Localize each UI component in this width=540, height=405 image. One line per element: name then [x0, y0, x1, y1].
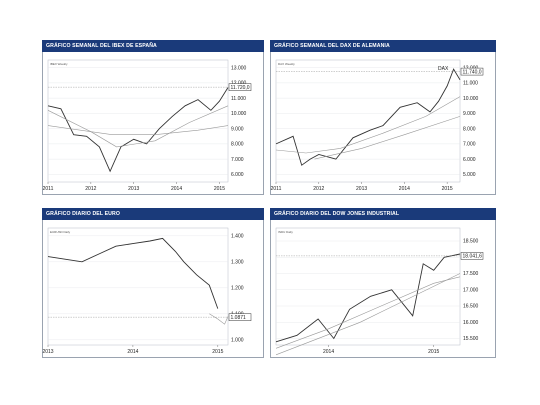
y-tick-label: 10.000: [231, 111, 247, 117]
panel-title: GRÁFICO DIARIO DEL EURO: [42, 208, 264, 220]
x-tick-label: 2013: [356, 186, 367, 192]
chart-area: [42, 52, 264, 195]
x-tick-label: 2015: [428, 349, 439, 355]
moving-average-line: [47, 105, 229, 148]
plot-frame: [275, 59, 461, 183]
plot-frame: [47, 227, 229, 346]
legend-label: INDU Daily: [278, 230, 293, 234]
y-tick-label: 11.000: [231, 96, 246, 102]
panel-title: GRÁFICO SEMANAL DEL IBEX DE ESPAÑA: [42, 40, 264, 52]
legend-label: IBEX Weekly: [50, 62, 68, 66]
panel-title: GRÁFICO DIARIO DEL DOW JONES INDUSTRIAL: [270, 208, 496, 220]
x-tick-label: 2011: [271, 186, 282, 192]
y-tick-label: 1.400: [231, 234, 244, 240]
y-tick-label: 18.500: [463, 239, 479, 245]
last-value-label: 1.0871: [231, 315, 247, 321]
moving-average-line: [275, 273, 461, 356]
legend-label: EURUSD Daily: [50, 230, 71, 234]
euro-panel: GRÁFICO DIARIO DEL EURO EURUSD Daily 1.40…: [42, 208, 264, 358]
y-tick-label: 7.000: [231, 157, 244, 163]
y-tick-label: 16.500: [463, 304, 479, 310]
price-series: [47, 237, 219, 309]
x-tick-label: 2012: [313, 186, 324, 192]
legend-label: DAX Weekly: [278, 62, 295, 66]
last-value-label: 11.720,0: [231, 85, 250, 91]
dax-chart: DAX Weekly12.00011.00010.0009.0008.0007.…: [271, 59, 484, 192]
plot-frame: [275, 227, 461, 346]
last-value-label: 11.740,0: [463, 69, 482, 75]
price-series: [275, 253, 461, 343]
last-value-box: [228, 83, 252, 91]
last-value-box: [460, 67, 484, 76]
y-tick-label: 17.000: [463, 287, 479, 293]
x-tick-label: 2011: [43, 186, 54, 192]
y-tick-label: 17.500: [463, 271, 479, 277]
dax-panel: GRÁFICO SEMANAL DEL DAX DE ALEMANIA DAX …: [270, 40, 496, 195]
x-tick-label: 2013: [128, 186, 139, 192]
dow-chart: INDU Daily18.50018.00017.50017.00016.500…: [275, 227, 484, 356]
panel-title: GRÁFICO SEMANAL DEL DAX DE ALEMANIA: [270, 40, 496, 52]
moving-average-line: [275, 96, 461, 154]
dow-panel: GRÁFICO DIARIO DEL DOW JONES INDUSTRIAL …: [270, 208, 496, 358]
x-tick-label: 2014: [127, 349, 138, 355]
panel-note: DAX: [438, 66, 449, 72]
x-tick-label: 2014: [399, 186, 410, 192]
moving-average-line: [209, 313, 229, 325]
x-tick-label: 2015: [442, 186, 453, 192]
y-tick-label: 7.000: [463, 142, 476, 148]
y-tick-label: 8.000: [231, 142, 244, 148]
x-tick-label: 2012: [85, 186, 96, 192]
moving-average-line: [314, 116, 461, 160]
last-value-box: [228, 313, 252, 321]
y-tick-label: 9.000: [231, 126, 244, 132]
chart-area: [270, 52, 496, 195]
last-value-label: 18.041,6: [463, 254, 483, 260]
price-series: [275, 68, 461, 166]
y-tick-label: 5.000: [463, 172, 476, 178]
ibex-chart: IBEX Weekly13.00012.00011.00010.0009.000…: [43, 59, 252, 192]
y-tick-label: 10.000: [463, 96, 479, 102]
moving-average-line: [275, 276, 461, 349]
y-tick-label: 13.000: [231, 65, 247, 71]
y-tick-label: 1.200: [231, 286, 244, 292]
y-tick-label: 8.000: [463, 126, 476, 132]
y-tick-label: 6.000: [463, 157, 476, 163]
x-tick-label: 2015: [214, 186, 225, 192]
y-tick-label: 1.300: [231, 260, 244, 266]
plot-frame: [47, 59, 229, 183]
y-tick-label: 9.000: [463, 111, 476, 117]
y-tick-label: 15.500: [463, 336, 479, 342]
ibex-panel: GRÁFICO SEMANAL DEL IBEX DE ESPAÑA IBEX …: [42, 40, 264, 195]
x-tick-label: 2015: [212, 349, 223, 355]
x-tick-label: 2014: [323, 349, 334, 355]
x-tick-label: 2013: [42, 349, 53, 355]
x-tick-label: 2014: [171, 186, 182, 192]
chart-area: [42, 220, 264, 358]
y-tick-label: 11.000: [463, 81, 478, 87]
euro-chart: EURUSD Daily1.4001.3001.2001.1001.000201…: [42, 227, 252, 355]
last-value-box: [460, 252, 484, 260]
chart-area: [270, 220, 496, 358]
y-tick-label: 16.000: [463, 320, 479, 326]
moving-average-line: [47, 125, 229, 135]
y-tick-label: 6.000: [231, 172, 244, 178]
y-tick-label: 1.000: [231, 338, 244, 344]
price-series: [47, 87, 229, 173]
